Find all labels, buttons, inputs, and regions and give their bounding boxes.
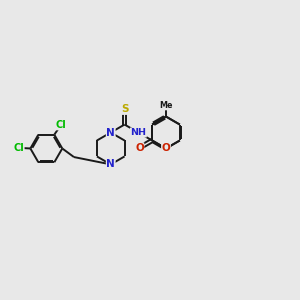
- Text: Cl: Cl: [14, 143, 24, 153]
- Text: Cl: Cl: [56, 120, 66, 130]
- Text: O: O: [162, 143, 170, 154]
- Text: O: O: [135, 143, 144, 153]
- Text: N: N: [106, 128, 115, 137]
- Text: Me: Me: [159, 101, 173, 110]
- Text: N: N: [106, 159, 115, 170]
- Text: S: S: [121, 104, 128, 114]
- Text: NH: NH: [130, 128, 146, 137]
